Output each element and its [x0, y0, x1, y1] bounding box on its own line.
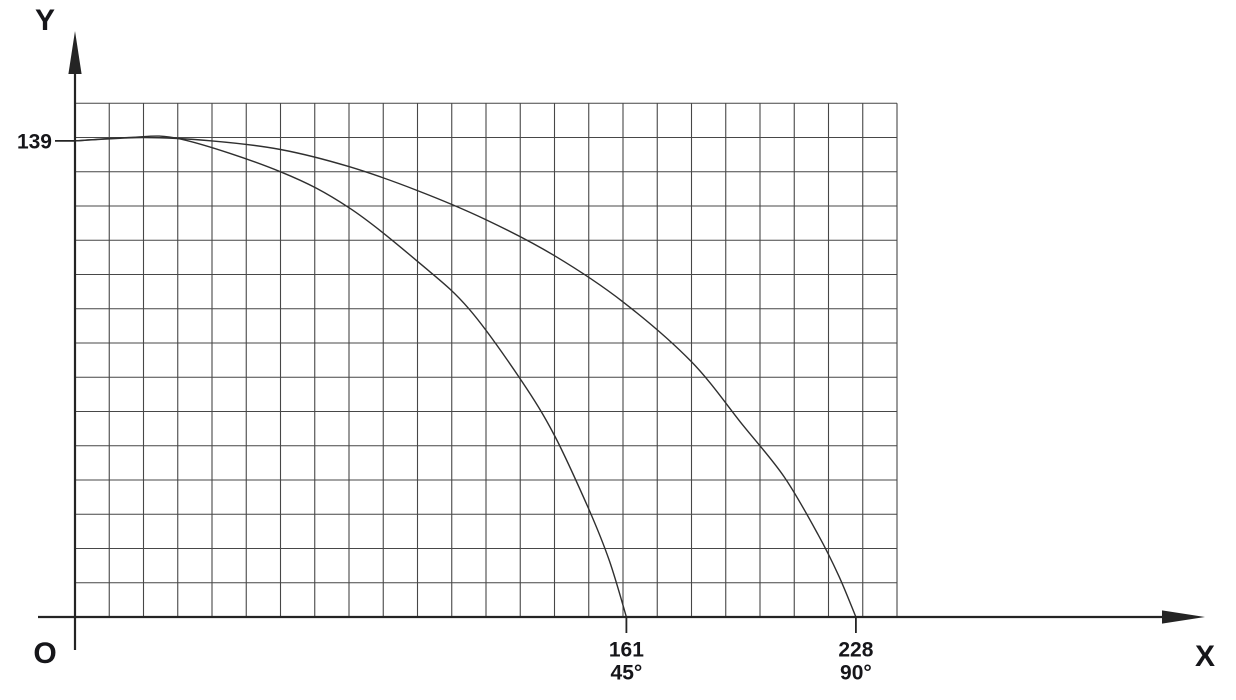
grid: [74, 102, 898, 618]
x-axis-arrow-icon: [1162, 610, 1205, 624]
grid-lines: [74, 102, 898, 618]
tick-marks: [55, 139, 857, 633]
curves: [74, 135, 857, 618]
series-curve-1: [74, 136, 857, 618]
x-tick-sublabel-45deg: 45°: [611, 662, 643, 685]
x-tick-label-161: 161: [609, 639, 644, 662]
x-tick-label-228: 228: [838, 639, 873, 662]
y-axis-arrow-icon: [68, 31, 82, 74]
y-axis-label: Y: [35, 4, 55, 37]
series-curve-0: [74, 135, 628, 618]
y-tick-label-139: 139: [17, 130, 52, 153]
axes: [38, 31, 1205, 650]
origin-label: O: [33, 637, 56, 670]
x-axis-label: X: [1195, 640, 1215, 673]
x-tick-sublabel-90deg: 90°: [840, 662, 872, 685]
